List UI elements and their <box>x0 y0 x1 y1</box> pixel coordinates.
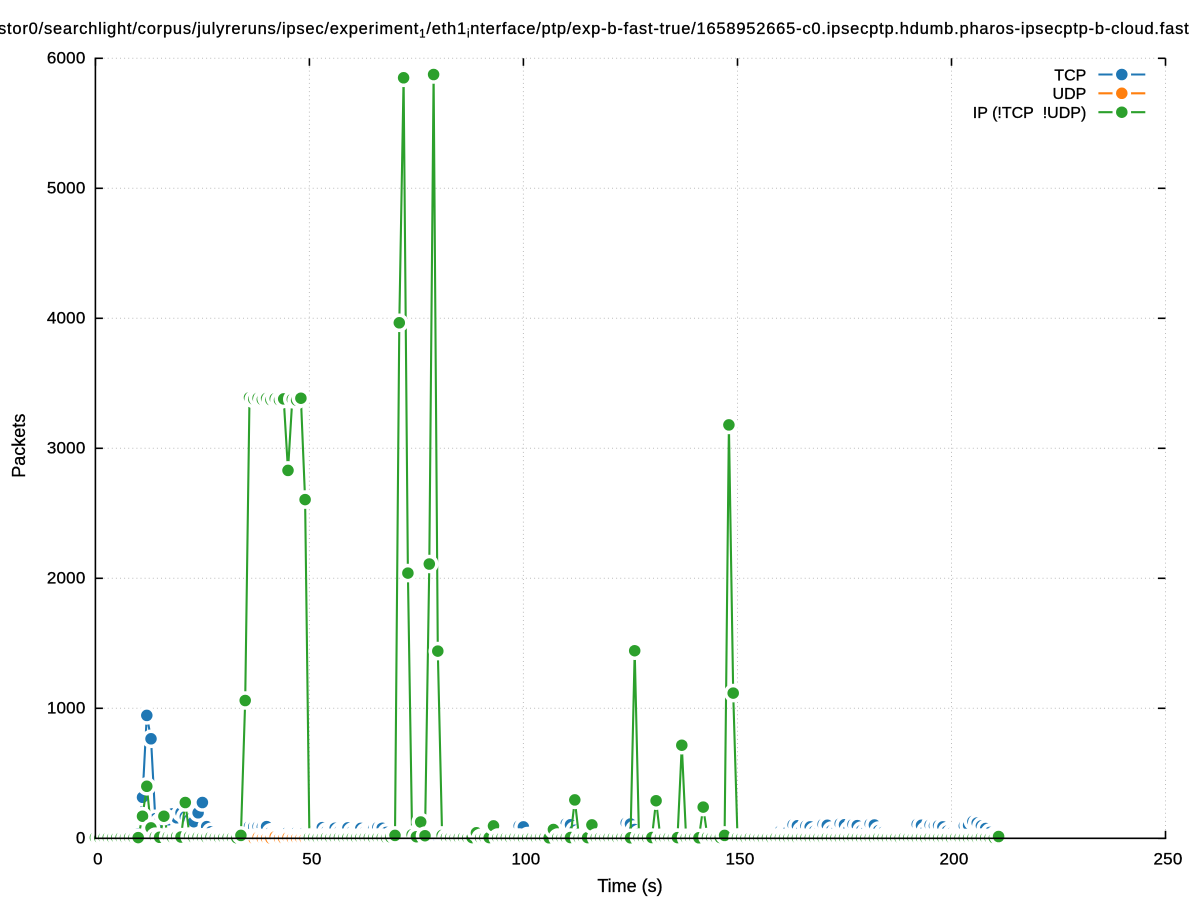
svg-text:Packets: Packets <box>9 414 29 478</box>
svg-text:200: 200 <box>940 849 969 868</box>
svg-text:Time (s): Time (s) <box>597 876 662 896</box>
svg-text:0: 0 <box>76 828 86 847</box>
svg-text:IP (!TCP !UDP): IP (!TCP !UDP) <box>973 105 1087 122</box>
svg-text:6000: 6000 <box>47 48 86 67</box>
svg-text:2000: 2000 <box>47 568 86 587</box>
svg-text:100: 100 <box>511 849 540 868</box>
svg-text:4000: 4000 <box>47 308 86 327</box>
svg-text:UDP: UDP <box>1053 86 1087 103</box>
svg-text:5000: 5000 <box>47 178 86 197</box>
svg-text:250: 250 <box>1154 849 1183 868</box>
svg-text:1000: 1000 <box>47 698 86 717</box>
svg-text:150: 150 <box>726 849 755 868</box>
svg-text:stor0/searchlight/corpus/julyr: stor0/searchlight/corpus/julyreruns/ipse… <box>0 20 1190 41</box>
svg-text:3000: 3000 <box>47 438 86 457</box>
svg-text:0: 0 <box>93 849 103 868</box>
svg-text:TCP: TCP <box>1054 67 1086 84</box>
svg-text:50: 50 <box>302 849 321 868</box>
